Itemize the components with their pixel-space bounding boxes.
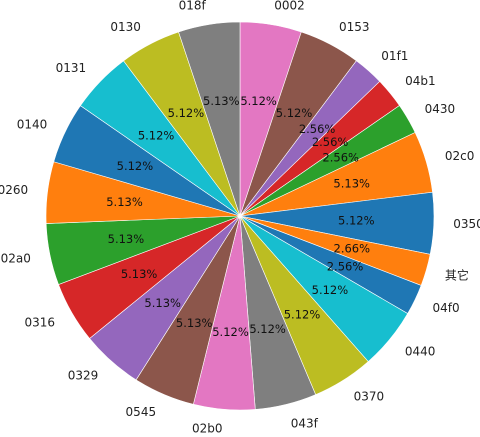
percent-label: 2.56% [327, 259, 364, 273]
percent-label: 5.13% [203, 94, 240, 108]
percent-label: 5.13% [144, 296, 181, 310]
percent-label: 2.56% [299, 122, 336, 136]
percent-label: 5.13% [106, 195, 143, 209]
slices-layer [45, 21, 435, 411]
category-label: 0140 [17, 117, 48, 131]
category-label: 0131 [56, 61, 87, 75]
percent-label: 5.13% [108, 232, 145, 246]
category-label: 0153 [339, 20, 370, 34]
category-label: 其它 [445, 268, 469, 283]
category-label: 0316 [24, 315, 55, 329]
percent-label: 5.12% [117, 159, 154, 173]
category-label: 0130 [110, 20, 141, 34]
category-label: 01f1 [381, 49, 408, 63]
category-label: 02a0 [1, 251, 31, 265]
percent-label: 5.12% [276, 106, 313, 120]
category-label: 0545 [126, 405, 157, 419]
category-label: 0370 [354, 390, 385, 404]
percent-label: 2.56% [322, 151, 359, 165]
category-label: 0002 [274, 0, 305, 12]
category-label: 0350 [453, 217, 480, 231]
pie-slice-018f [178, 21, 241, 217]
percent-label: 5.13% [176, 316, 213, 330]
percent-label: 5.12% [138, 128, 175, 142]
category-label: 04b1 [405, 74, 436, 88]
category-label: 0329 [68, 369, 99, 383]
percent-label: 5.12% [312, 283, 349, 297]
category-label: 02b0 [192, 422, 223, 436]
percent-label: 2.56% [312, 135, 349, 149]
percent-label: 5.12% [338, 213, 375, 227]
category-label: 02c0 [445, 149, 475, 163]
percent-label: 5.13% [121, 267, 158, 281]
percent-labels-layer: 5.12%5.12%2.56%2.56%2.56%5.13%5.12%2.66%… [106, 94, 374, 339]
percent-label: 5.12% [249, 322, 286, 336]
percent-label: 5.12% [284, 308, 321, 322]
percent-label: 5.12% [168, 106, 205, 120]
category-label: 0440 [405, 345, 436, 359]
category-label: 0260 [0, 183, 28, 197]
percent-label: 5.13% [333, 176, 370, 190]
percent-label: 5.12% [212, 325, 249, 339]
percent-label: 2.66% [334, 242, 371, 256]
percent-label: 5.12% [240, 94, 277, 108]
category-label: 04f0 [433, 301, 460, 315]
category-label: 018f [179, 0, 207, 12]
category-label: 0430 [425, 102, 456, 116]
category-label: 043f [291, 416, 319, 430]
